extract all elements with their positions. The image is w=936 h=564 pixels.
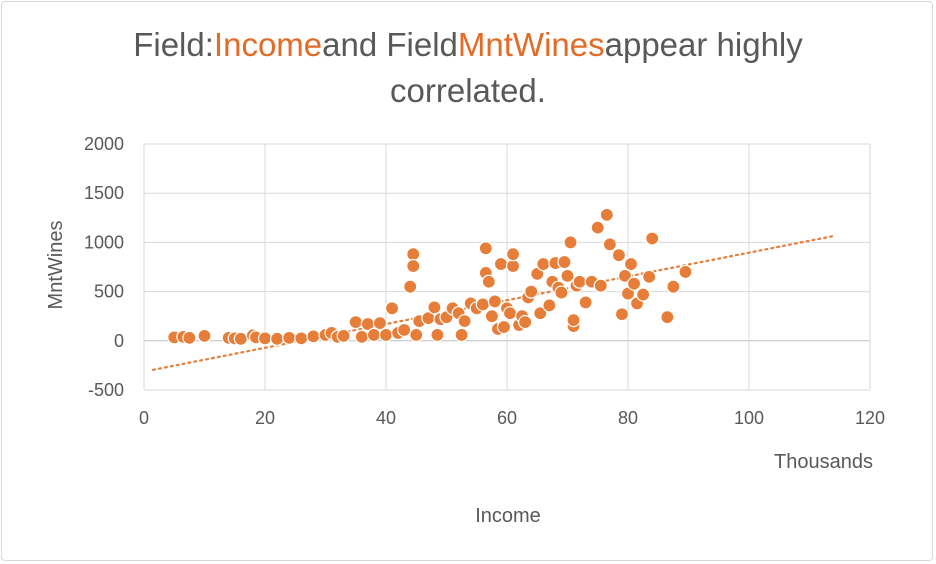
data-point — [406, 258, 421, 274]
data-point — [599, 207, 614, 222]
data-point — [354, 329, 369, 344]
data-point — [623, 256, 639, 272]
x-tick-label: 80 — [618, 408, 638, 428]
x-tick-label: 0 — [139, 408, 149, 428]
data-point — [493, 256, 509, 272]
data-point — [384, 301, 400, 316]
data-point — [478, 241, 493, 256]
x-tick-label: 120 — [855, 408, 885, 428]
y-tick-label: -500 — [88, 380, 124, 400]
data-point — [457, 314, 472, 329]
data-point — [182, 330, 197, 345]
trendline-group — [151, 234, 835, 371]
data-point — [496, 319, 512, 335]
data-point — [366, 327, 381, 342]
y-tick-label: 2000 — [84, 134, 124, 154]
data-point — [617, 268, 633, 283]
x-tick-label: 60 — [497, 408, 517, 428]
data-point — [645, 231, 660, 246]
y-tick-labels: 2000 1500 1000 500 0 -500 — [84, 134, 124, 400]
data-point — [487, 294, 502, 309]
y-tick-label: 1500 — [84, 183, 124, 203]
y-tick-label: 500 — [94, 282, 124, 302]
title-part-3: appear highly — [604, 26, 803, 63]
trendline — [151, 234, 835, 371]
data-point — [282, 330, 297, 345]
title-part-2: and Field — [322, 26, 458, 63]
data-point — [270, 331, 285, 346]
data-point — [590, 220, 605, 235]
data-point — [406, 247, 421, 262]
y-tick-label: 0 — [114, 331, 124, 351]
data-point — [636, 287, 651, 302]
data-point — [563, 235, 578, 250]
data-point — [542, 298, 557, 313]
data-point — [678, 264, 693, 280]
data-point — [484, 309, 499, 324]
data-point — [409, 327, 424, 342]
data-point — [578, 295, 593, 310]
data-point — [666, 279, 681, 294]
data-point — [403, 279, 418, 294]
data-point — [614, 307, 630, 322]
y-axis-label: MntWines — [45, 221, 67, 310]
data-point — [572, 274, 587, 289]
data-point — [554, 285, 569, 300]
data-point — [257, 331, 273, 346]
data-point — [378, 327, 394, 342]
x-tick-label: 40 — [376, 408, 396, 428]
data-point — [397, 322, 412, 338]
data-point — [430, 327, 445, 342]
title-part-4: correlated. — [390, 72, 546, 109]
title-field-2: MntWines — [457, 26, 605, 63]
x-tick-label: 100 — [734, 408, 764, 428]
title-field-1: Income — [213, 26, 323, 63]
x-units-label: Thousands — [774, 451, 873, 473]
x-tick-label: 20 — [255, 408, 275, 428]
data-point — [518, 315, 533, 330]
data-point — [626, 276, 642, 291]
data-point — [505, 258, 521, 274]
data-point — [602, 237, 617, 252]
data-point — [427, 300, 442, 315]
data-point — [336, 328, 351, 343]
data-point — [660, 310, 675, 325]
data-point — [306, 329, 321, 344]
data-point — [197, 328, 212, 343]
chart-title: Field:Incomeand FieldMntWinesappear high… — [0, 22, 936, 114]
data-point — [642, 269, 657, 284]
data-point — [560, 268, 575, 283]
title-part-1: Field: — [133, 26, 214, 63]
data-point — [505, 247, 521, 262]
data-point — [502, 306, 518, 321]
data-point — [372, 315, 388, 331]
data-point — [611, 248, 627, 263]
data-point — [475, 297, 490, 312]
data-point — [348, 315, 363, 330]
data-point — [233, 331, 248, 346]
y-tick-label: 1000 — [84, 232, 124, 252]
data-point — [536, 256, 551, 272]
data-point — [524, 284, 539, 299]
data-point — [533, 306, 548, 321]
data-point — [557, 254, 572, 270]
x-tick-labels: 0 20 40 60 80 100 120 — [139, 408, 885, 428]
data-point — [566, 313, 581, 328]
data-point — [481, 274, 496, 289]
x-axis-label: Income — [475, 505, 541, 527]
data-point — [454, 327, 469, 342]
data-points — [167, 207, 693, 346]
data-point — [294, 331, 309, 346]
data-point — [593, 278, 608, 293]
